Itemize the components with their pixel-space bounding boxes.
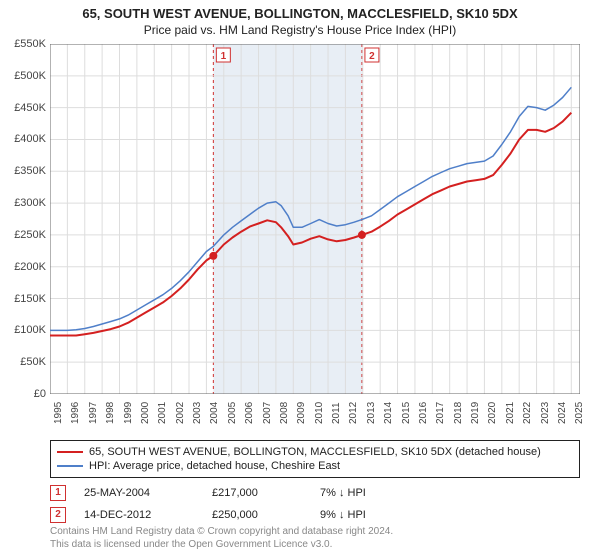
x-tick-label: 2007 (262, 402, 273, 424)
svg-text:1: 1 (221, 51, 227, 62)
x-tick-label: 2011 (331, 402, 342, 424)
legend-label-hpi: HPI: Average price, detached house, Ches… (89, 460, 340, 472)
y-tick-label: £400K (0, 133, 46, 145)
y-tick-label: £50K (0, 356, 46, 368)
x-tick-label: 2003 (192, 402, 203, 424)
x-tick-label: 2002 (175, 402, 186, 424)
x-tick-label: 2013 (366, 402, 377, 424)
y-tick-label: £250K (0, 229, 46, 241)
legend-label-property: 65, SOUTH WEST AVENUE, BOLLINGTON, MACCL… (89, 446, 541, 458)
y-tick-label: £500K (0, 70, 46, 82)
x-tick-label: 2000 (140, 402, 151, 424)
legend-swatch-property (57, 451, 83, 453)
y-tick-label: £150K (0, 293, 46, 305)
x-tick-label: 2016 (418, 402, 429, 424)
sale-marker-diff: 7% ↓ HPI (320, 487, 580, 499)
x-tick-label: 2017 (435, 402, 446, 424)
y-tick-label: £0 (0, 388, 46, 400)
sale-marker-diff: 9% ↓ HPI (320, 509, 580, 521)
sale-marker-price: £250,000 (212, 509, 302, 521)
sale-marker-date: 25-MAY-2004 (84, 487, 194, 499)
x-tick-label: 2022 (522, 402, 533, 424)
sale-markers-table: 1 25-MAY-2004 £217,000 7% ↓ HPI 2 14-DEC… (50, 482, 580, 526)
sale-marker-badge: 2 (50, 507, 66, 523)
x-tick-label: 2025 (574, 402, 585, 424)
y-tick-label: £550K (0, 38, 46, 50)
x-tick-label: 1997 (88, 402, 99, 424)
x-tick-label: 2001 (157, 402, 168, 424)
y-tick-label: £100K (0, 324, 46, 336)
footer-line2: This data is licensed under the Open Gov… (50, 539, 580, 552)
y-tick-label: £300K (0, 197, 46, 209)
x-tick-label: 1996 (70, 402, 81, 424)
x-tick-label: 2006 (244, 402, 255, 424)
x-tick-label: 2015 (401, 402, 412, 424)
sale-marker-row: 2 14-DEC-2012 £250,000 9% ↓ HPI (50, 504, 580, 526)
sale-marker-price: £217,000 (212, 487, 302, 499)
footer-line1: Contains HM Land Registry data © Crown c… (50, 526, 580, 539)
chart-svg: 12 (50, 44, 580, 394)
x-tick-label: 2008 (279, 402, 290, 424)
sale-marker-row: 1 25-MAY-2004 £217,000 7% ↓ HPI (50, 482, 580, 504)
x-tick-label: 2004 (209, 402, 220, 424)
x-tick-label: 2009 (296, 402, 307, 424)
legend-item-property: 65, SOUTH WEST AVENUE, BOLLINGTON, MACCL… (57, 445, 573, 459)
sale-marker-badge: 1 (50, 485, 66, 501)
legend-swatch-hpi (57, 465, 83, 467)
x-tick-label: 2014 (383, 402, 394, 424)
chart-container: 65, SOUTH WEST AVENUE, BOLLINGTON, MACCL… (0, 0, 600, 560)
x-tick-label: 2021 (505, 402, 516, 424)
x-tick-label: 2012 (348, 402, 359, 424)
sale-marker-date: 14-DEC-2012 (84, 509, 194, 521)
title-address: 65, SOUTH WEST AVENUE, BOLLINGTON, MACCL… (0, 0, 600, 21)
x-tick-label: 1999 (123, 402, 134, 424)
x-tick-label: 1998 (105, 402, 116, 424)
legend-item-hpi: HPI: Average price, detached house, Ches… (57, 459, 573, 473)
x-tick-label: 2020 (487, 402, 498, 424)
x-tick-label: 2019 (470, 402, 481, 424)
title-subtitle: Price paid vs. HM Land Registry's House … (0, 21, 600, 39)
legend-box: 65, SOUTH WEST AVENUE, BOLLINGTON, MACCL… (50, 440, 580, 478)
x-tick-label: 2024 (557, 402, 568, 424)
footer-attribution: Contains HM Land Registry data © Crown c… (50, 526, 580, 551)
x-tick-label: 1995 (53, 402, 64, 424)
plot-area: 12 (50, 44, 580, 394)
x-tick-label: 2010 (314, 402, 325, 424)
svg-text:2: 2 (369, 51, 375, 62)
y-tick-label: £450K (0, 102, 46, 114)
x-tick-label: 2005 (227, 402, 238, 424)
x-tick-label: 2023 (540, 402, 551, 424)
y-tick-label: £350K (0, 165, 46, 177)
y-tick-label: £200K (0, 261, 46, 273)
x-tick-label: 2018 (453, 402, 464, 424)
